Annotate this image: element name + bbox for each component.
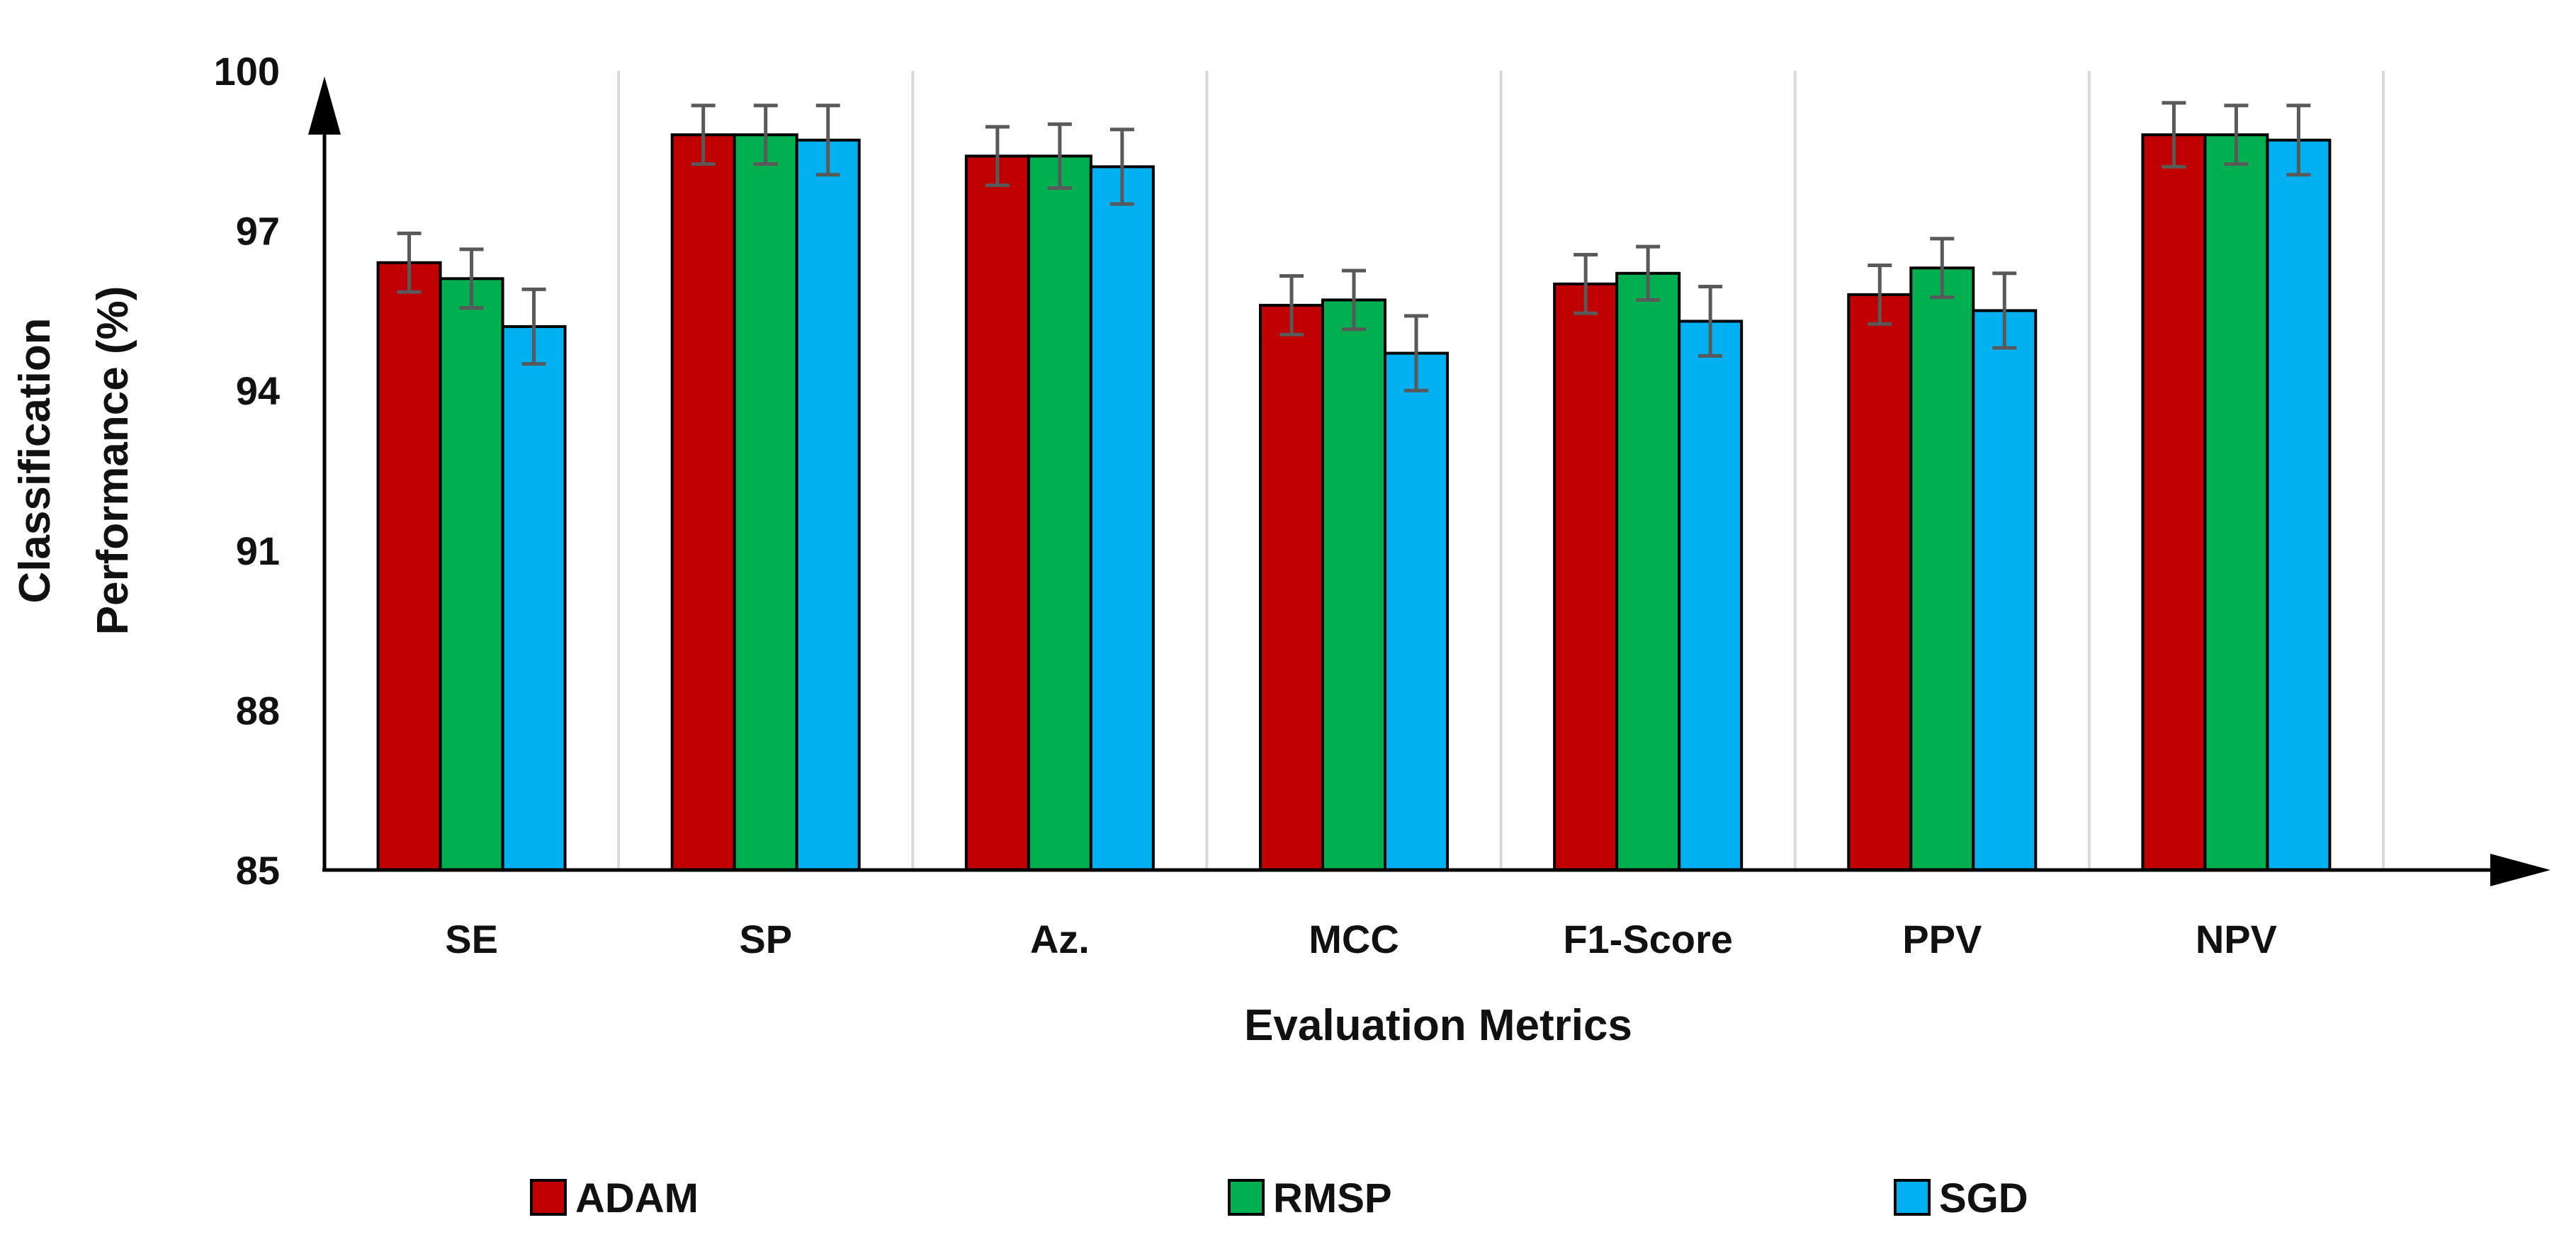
y-axis-arrow <box>308 77 341 135</box>
x-axis-title: Evaluation Metrics <box>1244 1001 1632 1050</box>
x-tick-label: NPV <box>2196 917 2277 961</box>
y-axis-title: Classification Performance (%) <box>11 286 137 636</box>
x-tick-label: F1-Score <box>1563 917 1733 961</box>
bar-sgd-ppv <box>1972 309 2038 871</box>
x-tick-label: MCC <box>1309 917 1399 961</box>
x-tick-label: Az. <box>1030 917 1090 961</box>
y-axis-title-line-2: Performance (%) <box>89 286 137 636</box>
legend-label-rmsp: RMSP <box>1273 1175 1392 1221</box>
x-tick-label: SE <box>445 917 498 961</box>
bar-rmsp-mcc <box>1321 298 1386 871</box>
x-tick-label: PPV <box>1902 917 1982 961</box>
bar-sgd-az <box>1089 165 1155 872</box>
gridlines <box>617 71 2385 870</box>
bar-sgd-npv <box>2266 138 2332 871</box>
y-tick-label: 100 <box>214 49 280 94</box>
bar-adam-mcc <box>1259 303 1324 871</box>
bar-adam-se <box>376 261 442 872</box>
y-tick-label: 85 <box>236 848 280 893</box>
bar-rmsp-npv <box>2203 133 2269 872</box>
bar-rmsp-se <box>439 277 504 871</box>
y-tick-label: 97 <box>236 209 280 254</box>
bars <box>376 133 2332 872</box>
error-bars <box>397 101 2311 392</box>
bar-rmsp-f1score <box>1615 271 1681 871</box>
bar-sgd-se <box>501 324 567 871</box>
bar-adam-az <box>964 154 1030 871</box>
bar-sgd-mcc <box>1384 351 1449 871</box>
legend-swatch-rmsp <box>1228 1179 1265 1216</box>
bar-sgd-f1score <box>1678 320 1744 871</box>
legend-label-adam: ADAM <box>575 1175 699 1221</box>
legend-swatch-adam <box>530 1179 567 1216</box>
y-tick-label: 94 <box>236 368 280 413</box>
legend-label-sgd: SGD <box>1939 1175 2028 1221</box>
bar-sgd-sp <box>795 138 861 871</box>
y-tick-labels: 85 88 91 94 97 100 <box>214 49 280 893</box>
bar-rmsp-az <box>1027 154 1092 871</box>
axes <box>308 77 2550 886</box>
y-axis-title-line-1: Classification <box>11 317 60 603</box>
x-tick-label: SP <box>739 917 792 961</box>
bar-adam-ppv <box>1847 293 1913 871</box>
bar-rmsp-sp <box>733 133 798 872</box>
bar-adam-f1score <box>1553 282 1619 871</box>
bar-adam-npv <box>2141 133 2207 872</box>
bar-rmsp-ppv <box>1909 266 1975 871</box>
legend: ADAM RMSP SGD <box>530 1175 2028 1221</box>
y-tick-label: 88 <box>236 688 280 733</box>
x-tick-labels: SE SP Az. MCC F1-Score PPV NPV <box>445 917 2277 961</box>
y-tick-label: 91 <box>236 529 280 573</box>
x-axis-arrow <box>2490 854 2550 886</box>
legend-swatch-sgd <box>1894 1179 1931 1216</box>
bar-adam-sp <box>670 133 736 872</box>
